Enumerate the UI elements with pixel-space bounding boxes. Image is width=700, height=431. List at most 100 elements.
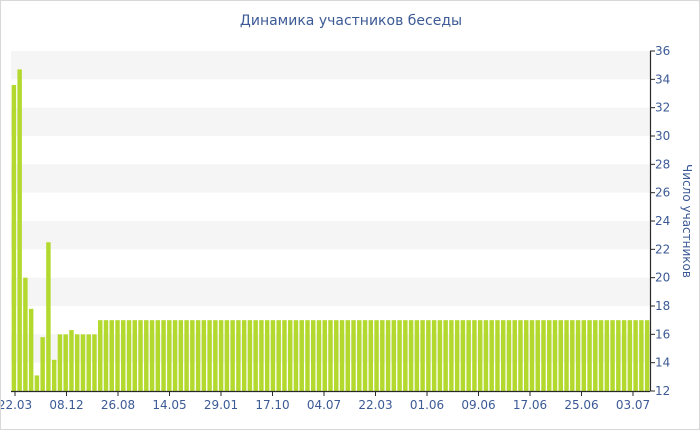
bar [587, 320, 592, 391]
bar [443, 320, 448, 391]
y-tick-label: 16 [655, 327, 670, 341]
bar [224, 320, 230, 391]
bar [46, 242, 51, 391]
bar [121, 320, 126, 391]
y-tick-label: 32 [655, 101, 670, 115]
bar [477, 320, 483, 391]
x-tick-label: 09.06 [461, 398, 495, 412]
bar [437, 320, 443, 391]
bar [51, 359, 57, 391]
x-tick-label: 29.01 [204, 398, 238, 412]
bar [201, 320, 207, 391]
bar [178, 320, 184, 391]
bar [500, 320, 506, 391]
bar [368, 320, 374, 391]
bar [236, 320, 241, 391]
plot-bands [11, 51, 650, 363]
bar [316, 320, 322, 391]
bar [472, 320, 477, 391]
bar [115, 320, 120, 391]
bar [621, 320, 627, 391]
bar [616, 320, 621, 391]
bar [172, 320, 178, 391]
bar [547, 320, 552, 391]
y-tick-label: 34 [655, 72, 670, 86]
y-tick-label: 28 [655, 157, 670, 171]
bar [132, 320, 137, 391]
bar [293, 320, 299, 391]
bar [259, 320, 264, 391]
grid-band [11, 51, 650, 80]
bar [639, 320, 644, 391]
y-tick-label: 14 [655, 356, 670, 370]
bar [633, 320, 638, 391]
bar [431, 320, 437, 391]
x-tick-label: 22.03 [358, 398, 392, 412]
bar [218, 320, 224, 391]
bar [334, 320, 339, 391]
bar [195, 320, 201, 391]
bar [345, 320, 350, 391]
bar [552, 320, 558, 391]
y-tick-label: 12 [655, 384, 670, 398]
bar [305, 320, 310, 391]
bar [403, 320, 408, 391]
x-tick-label: 17.10 [255, 398, 289, 412]
grid-band [11, 107, 650, 136]
grid-band [11, 277, 650, 306]
bar [420, 320, 425, 391]
bar [11, 85, 17, 391]
bar [74, 334, 80, 391]
bar [512, 320, 517, 391]
bar [524, 320, 529, 391]
bar [426, 320, 431, 391]
x-tick-label: 17.06 [513, 398, 547, 412]
bar [92, 334, 97, 391]
bar [103, 320, 109, 391]
bar [69, 330, 74, 391]
bar [564, 320, 569, 391]
bar [357, 320, 362, 391]
bar [362, 320, 368, 391]
x-tick-label: 26.08 [101, 398, 135, 412]
bar [328, 320, 333, 391]
bar [190, 320, 195, 391]
bar [241, 320, 247, 391]
bar-series [11, 69, 650, 392]
bar [40, 337, 45, 391]
bar [161, 320, 166, 391]
grid-band [11, 221, 650, 250]
bar [535, 320, 540, 391]
y-axis-label: Число участников [680, 164, 694, 278]
x-tick-label: 04.07 [307, 398, 341, 412]
y-tick-label: 22 [655, 242, 670, 256]
bar [466, 320, 471, 391]
bar [339, 320, 345, 391]
bar [644, 320, 650, 391]
bar [213, 320, 218, 391]
y-tick-label: 18 [655, 299, 670, 313]
bar [322, 320, 327, 391]
bar [28, 308, 34, 391]
bar [144, 320, 149, 391]
bar [506, 320, 512, 391]
bar [449, 320, 454, 391]
bar [86, 334, 91, 391]
bar [17, 69, 22, 392]
bar [460, 320, 466, 391]
bar [287, 320, 293, 391]
bar [63, 334, 68, 391]
bar [570, 320, 575, 391]
bar [408, 320, 414, 391]
bar [558, 320, 563, 391]
bar [247, 320, 253, 391]
bar [391, 320, 397, 391]
bar [575, 320, 581, 391]
y-tick-label: 26 [655, 186, 670, 200]
bar [23, 277, 28, 391]
bar [276, 320, 281, 391]
bar [98, 320, 103, 391]
x-tick-label: 14.05 [152, 398, 186, 412]
